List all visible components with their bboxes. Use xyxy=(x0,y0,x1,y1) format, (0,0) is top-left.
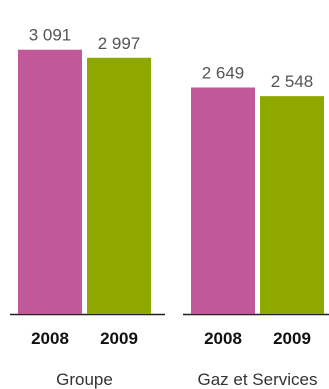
tick-label-2008: 2008 xyxy=(204,329,242,348)
value-label: 2 997 xyxy=(98,34,141,53)
group-label: Groupe xyxy=(56,370,113,389)
tick-label-2009: 2009 xyxy=(273,329,311,348)
bar-2008 xyxy=(18,49,82,314)
bar-2009 xyxy=(87,57,151,314)
bar-group-0: 3 091 2008 2 997 2009 Groupe xyxy=(10,26,165,389)
tick-label-2009: 2009 xyxy=(100,329,138,348)
value-label: 3 091 xyxy=(29,26,72,45)
tick-label-2008: 2008 xyxy=(31,329,69,348)
value-label: 2 548 xyxy=(271,72,314,91)
group-label: Gaz et Services xyxy=(198,370,318,389)
bar-2009 xyxy=(260,96,324,314)
bar-group-1: 2 649 2008 2 548 2009 Gaz et Services xyxy=(183,64,329,389)
bar-2008 xyxy=(191,87,255,314)
value-label: 2 649 xyxy=(202,64,245,83)
